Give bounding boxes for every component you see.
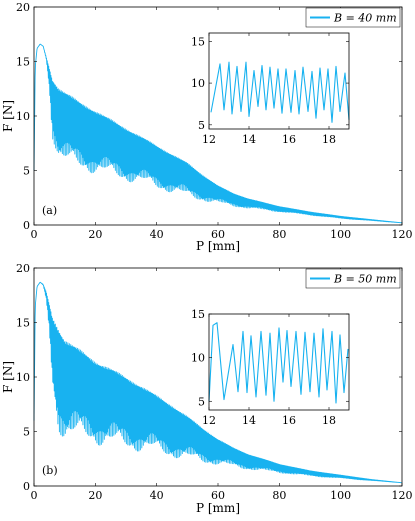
legend: B = 50 mm xyxy=(305,268,401,289)
main-x-tick-label: 60 xyxy=(211,228,225,241)
legend-label: B = 40 mm xyxy=(333,12,397,25)
y-axis-label: F [N] xyxy=(1,100,15,132)
main-y-tick-label: 5 xyxy=(23,426,30,439)
inset-x-tick-label: 14 xyxy=(242,414,256,427)
main-x-tick-label: 0 xyxy=(31,489,38,502)
inset-y-tick-label: 5 xyxy=(198,395,205,408)
inset-b: 12 14 16 18 5 10 15 xyxy=(191,308,350,427)
inset-x-tick-label: 16 xyxy=(282,133,296,146)
main-x-tick-label: 80 xyxy=(272,489,286,502)
main-y-tick-label: 15 xyxy=(16,317,30,330)
inset-y-tick-label: 5 xyxy=(198,119,205,132)
inset-y-tick-label: 10 xyxy=(191,77,205,90)
panel-b: 0 20 40 60 80 100 120 0 5 10 15 20 (b) P [mm] F [N]… xyxy=(1,262,413,515)
main-x-tick-label: 0 xyxy=(31,228,38,241)
inset-x-tick-label: 12 xyxy=(202,133,216,146)
main-x-tick-label: 80 xyxy=(272,228,286,241)
main-x-tick-label: 40 xyxy=(150,489,164,502)
x-axis-label: P [mm] xyxy=(196,239,240,253)
series-line xyxy=(33,43,402,224)
legend-box xyxy=(305,268,401,289)
main-x-tick-label: 120 xyxy=(392,489,413,502)
legend-box xyxy=(305,7,401,28)
inset-x-tick-label: 16 xyxy=(282,414,296,427)
inset-frame xyxy=(208,32,350,130)
main-y-tick-label: 5 xyxy=(23,165,30,178)
main-y-tick-label: 10 xyxy=(16,110,30,123)
main-x-tick-label: 100 xyxy=(330,489,351,502)
inset-a: 12 14 16 18 5 10 15 xyxy=(191,32,350,146)
main-y-tick-label: 0 xyxy=(23,480,30,493)
main-x-tick-label: 20 xyxy=(88,228,102,241)
inset-y-tick-label: 15 xyxy=(191,35,205,48)
main-x-tick-label: 60 xyxy=(211,489,225,502)
main-y-tick-label: 20 xyxy=(16,262,30,275)
inset-series-line xyxy=(208,322,349,404)
legend-label: B = 50 mm xyxy=(333,273,397,286)
main-x-tick-label: 100 xyxy=(330,228,351,241)
main-x-tick-label: 40 xyxy=(150,228,164,241)
y-axis-label: F [N] xyxy=(1,361,15,393)
main-y-tick-label: 0 xyxy=(23,219,30,232)
inset-y-tick-label: 10 xyxy=(191,352,205,365)
x-axis-label: P [mm] xyxy=(196,501,240,515)
main-y-tick-label: 20 xyxy=(16,1,30,14)
inset-frame xyxy=(208,313,350,411)
inset-series-line xyxy=(210,61,350,123)
inset-y-tick-label: 15 xyxy=(191,308,205,321)
inset-x-tick-label: 14 xyxy=(242,133,256,146)
legend: B = 40 mm xyxy=(305,7,401,28)
panel-label: (b) xyxy=(42,464,58,477)
panel-label: (a) xyxy=(42,204,57,217)
inset-x-tick-label: 18 xyxy=(322,414,336,427)
main-y-tick-label: 15 xyxy=(16,56,30,69)
series-line xyxy=(33,281,402,484)
main-x-tick-label: 120 xyxy=(392,228,413,241)
main-y-tick-label: 10 xyxy=(16,371,30,384)
inset-x-tick-label: 18 xyxy=(322,133,336,146)
main-x-tick-label: 20 xyxy=(88,489,102,502)
inset-x-tick-label: 12 xyxy=(202,414,216,427)
panel-a: 0 20 40 60 80 100 120 0 5 10 15 20 (a) P [mm] F [N]… xyxy=(1,1,413,253)
